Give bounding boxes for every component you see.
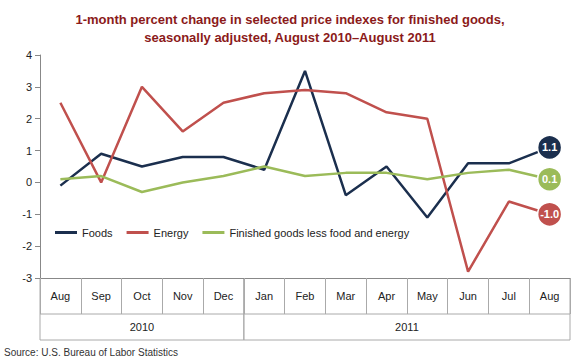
svg-text:1: 1 xyxy=(26,145,32,157)
svg-text:Jan: Jan xyxy=(255,290,273,302)
svg-text:Mar: Mar xyxy=(336,290,355,302)
svg-text:2011: 2011 xyxy=(395,321,419,333)
svg-text:1.1: 1.1 xyxy=(542,141,557,153)
svg-text:1-month percent change in sele: 1-month percent change in selected price… xyxy=(75,12,504,27)
svg-text:Jun: Jun xyxy=(459,290,477,302)
svg-text:0: 0 xyxy=(26,176,32,188)
svg-text:-1: -1 xyxy=(22,208,32,220)
svg-text:Aug: Aug xyxy=(540,290,560,302)
svg-text:Aug: Aug xyxy=(51,290,71,302)
svg-text:3: 3 xyxy=(26,81,32,93)
svg-text:May: May xyxy=(417,290,438,302)
svg-text:Apr: Apr xyxy=(378,290,395,302)
svg-text:2010: 2010 xyxy=(130,321,154,333)
svg-text:0.1: 0.1 xyxy=(542,173,557,185)
svg-text:4: 4 xyxy=(26,49,32,61)
svg-text:Foods: Foods xyxy=(82,227,113,239)
svg-text:Sep: Sep xyxy=(91,290,111,302)
svg-text:Energy: Energy xyxy=(154,227,189,239)
svg-text:Source: U.S. Bureau of Labor S: Source: U.S. Bureau of Labor Statistics xyxy=(4,347,178,358)
svg-text:Jul: Jul xyxy=(502,290,516,302)
svg-text:seasonally adjusted, August 20: seasonally adjusted, August 2010–August … xyxy=(144,30,435,45)
svg-text:-1.0: -1.0 xyxy=(540,208,559,220)
svg-text:Finished goods less food and e: Finished goods less food and energy xyxy=(229,227,409,239)
svg-text:Nov: Nov xyxy=(173,290,193,302)
svg-text:-2: -2 xyxy=(22,240,32,252)
svg-text:2: 2 xyxy=(26,113,32,125)
svg-text:Oct: Oct xyxy=(133,290,150,302)
svg-text:Dec: Dec xyxy=(214,290,234,302)
svg-text:-3: -3 xyxy=(22,272,32,284)
svg-text:Feb: Feb xyxy=(296,290,315,302)
